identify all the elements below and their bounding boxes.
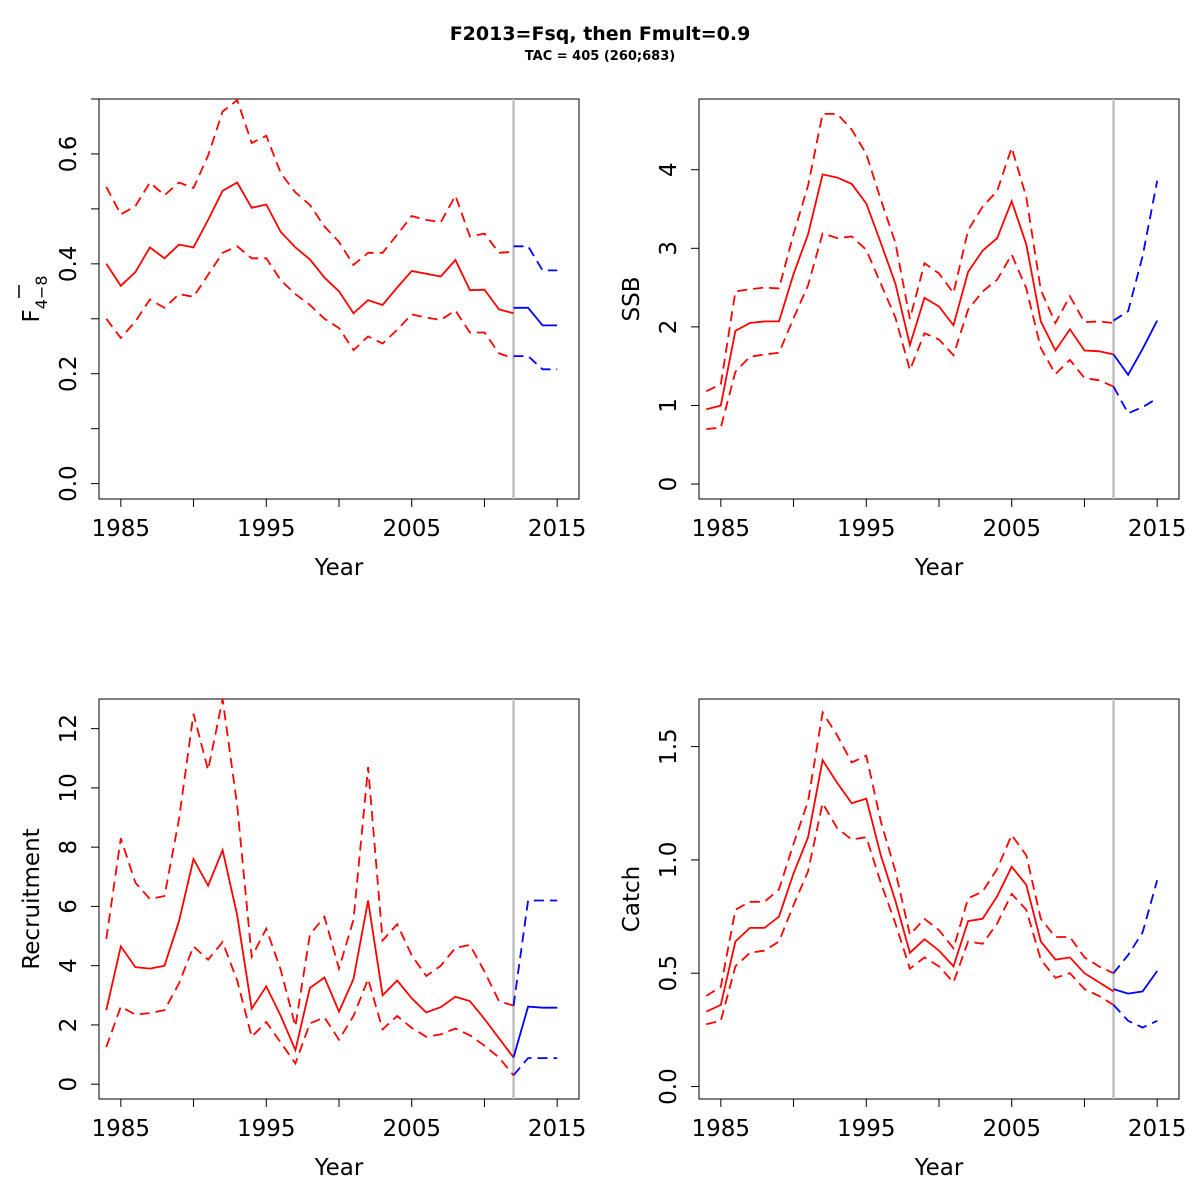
c1-historic-upper-line bbox=[705, 113, 1114, 393]
c3-y-axis-label: Catch bbox=[619, 866, 645, 932]
c3-xtick-label-0: 1985 bbox=[692, 1116, 751, 1142]
c3-historic-estimate-line bbox=[705, 757, 1114, 1013]
c1-historic-estimate-line bbox=[706, 173, 1114, 411]
c2-ytick-label-1: 2 bbox=[56, 1018, 82, 1033]
c0-plot-frame bbox=[98, 98, 580, 500]
c2-xtick-label-0: 1985 bbox=[92, 1116, 151, 1142]
c2-y-axis-label: Recruitment bbox=[19, 828, 45, 969]
c0-historic-estimate-line bbox=[105, 181, 514, 315]
c2-xtick-label-1: 1995 bbox=[237, 1116, 296, 1142]
c1-xtick-label-2: 2005 bbox=[982, 516, 1041, 542]
c2-projection-estimate-line bbox=[512, 1005, 558, 1058]
c0-projection-upper-line bbox=[513, 245, 558, 272]
c0-ytick-label-3: 0.6 bbox=[56, 136, 82, 173]
c1-x-axis-label: Year bbox=[914, 555, 964, 581]
c3-projection-upper-line bbox=[1112, 880, 1159, 974]
c3-ytick-label-1: 0.5 bbox=[656, 955, 682, 992]
c3-ytick-label-3: 1.5 bbox=[656, 728, 682, 765]
c0-x-axis-label: Year bbox=[314, 555, 364, 581]
c1-ytick-label-0: 0 bbox=[656, 477, 682, 492]
figure-title: F2013=Fsq, then Fmult=0.9 bbox=[450, 23, 751, 45]
c3-projection-estimate-line bbox=[1113, 970, 1158, 995]
c2-ytick-label-0: 0 bbox=[56, 1077, 82, 1092]
c2-projection-lower-line bbox=[512, 1057, 558, 1076]
c2-projection-upper-line bbox=[512, 899, 558, 1006]
c1-ytick-label-3: 3 bbox=[656, 241, 682, 256]
c1-historic-lower-line bbox=[706, 232, 1114, 430]
c3-projection-lower-line bbox=[1112, 1004, 1158, 1029]
c0-ytick-label-0: 0.0 bbox=[56, 465, 82, 502]
c3-historic-lower-line bbox=[706, 800, 1114, 1026]
c3-xtick-label-3: 2015 bbox=[1128, 1116, 1187, 1142]
c2-xtick-label-2: 2005 bbox=[382, 1116, 441, 1142]
c2-ytick-label-2: 4 bbox=[56, 958, 82, 973]
c2-historic-upper-line bbox=[105, 698, 514, 1027]
c1-plot-frame bbox=[698, 98, 1180, 500]
c1-ytick-label-4: 4 bbox=[656, 162, 682, 177]
c1-projection-upper-line bbox=[1113, 180, 1159, 322]
figure-subtitle: TAC = 405 (260;683) bbox=[525, 49, 675, 64]
c1-ytick-label-1: 1 bbox=[656, 398, 682, 413]
c0-historic-upper-line bbox=[105, 98, 514, 267]
panel-f-bar: 1985 1995 2005 2015 0.0 0.2 0.4 0.6 Year F4−8 bbox=[18, 98, 587, 581]
c0-projection-estimate-line bbox=[513, 306, 558, 327]
c2-ytick-label-3: 6 bbox=[56, 899, 82, 914]
c1-projection-estimate-line bbox=[1112, 320, 1158, 377]
c0-historic-lower-line bbox=[105, 245, 514, 360]
c0-xtick-label-2: 2005 bbox=[382, 516, 441, 542]
panel-ssb: 1985 1995 2005 2015 0 1 2 3 4 Year SSB bbox=[619, 98, 1187, 581]
c3-ytick-label-0: 0.0 bbox=[656, 1068, 682, 1105]
c1-xtick-label-1: 1995 bbox=[837, 516, 896, 542]
c0-y-axis-label-sub: 4−8 bbox=[32, 276, 51, 310]
panel-recruitment: 1985 1995 2005 2015 0 2 4 6 8 10 12 Year Recruitment bbox=[19, 698, 587, 1181]
c1-projection-lower-line bbox=[1112, 386, 1158, 415]
c2-x-axis-label: Year bbox=[314, 1155, 364, 1181]
c1-y-axis-label: SSB bbox=[619, 277, 645, 322]
c0-y-axis-label-main: F bbox=[19, 309, 45, 322]
c3-xtick-label-1: 1995 bbox=[837, 1116, 896, 1142]
c0-xtick-label-1: 1995 bbox=[237, 516, 296, 542]
c1-ytick-label-2: 2 bbox=[656, 320, 682, 335]
c0-projection-lower-line bbox=[513, 355, 558, 371]
c0-y-axis-label: F4−8 bbox=[19, 276, 51, 323]
c0-ytick-label-2: 0.4 bbox=[56, 246, 82, 283]
c2-historic-estimate-line bbox=[105, 847, 515, 1059]
c1-xtick-label-3: 2015 bbox=[1128, 516, 1187, 542]
c2-ytick-label-6: 12 bbox=[56, 714, 82, 743]
c3-xtick-label-2: 2005 bbox=[982, 1116, 1041, 1142]
c2-xtick-label-3: 2015 bbox=[528, 1116, 587, 1142]
c2-ytick-label-5: 10 bbox=[56, 773, 82, 802]
c0-xtick-label-0: 1985 bbox=[92, 516, 151, 542]
c3-ytick-label-2: 1.0 bbox=[656, 842, 682, 879]
c3-x-axis-label: Year bbox=[914, 1155, 964, 1181]
c2-ytick-label-4: 8 bbox=[56, 840, 82, 855]
c0-ytick-label-1: 0.2 bbox=[56, 355, 82, 392]
c2-historic-lower-line bbox=[105, 940, 515, 1076]
c3-plot-frame bbox=[698, 698, 1180, 1100]
panel-catch: 1985 1995 2005 2015 0.0 0.5 1.0 1.5 Year Catch bbox=[619, 698, 1187, 1181]
c0-xtick-label-3: 2015 bbox=[528, 516, 587, 542]
c1-xtick-label-0: 1985 bbox=[692, 516, 751, 542]
